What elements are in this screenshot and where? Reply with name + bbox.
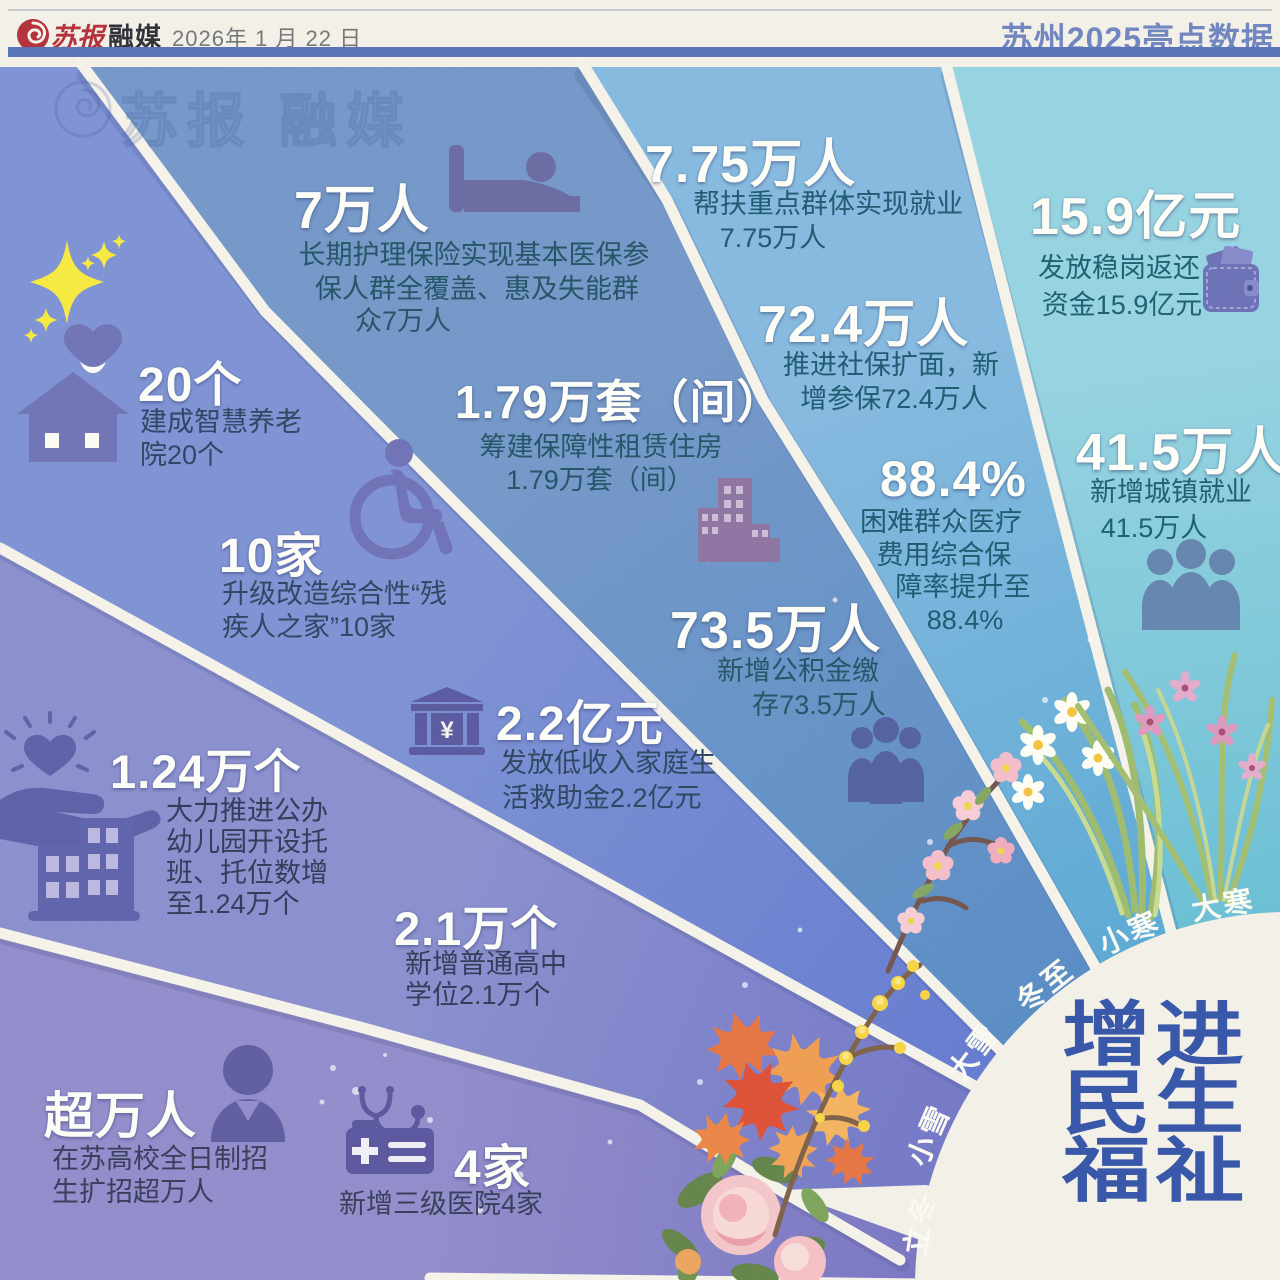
- stat-desc-line: 筹建保障性租赁住房: [479, 432, 723, 462]
- stat-desc-line: 新增城镇就业: [1090, 477, 1252, 507]
- stat-desc-line: 发放低收入家庭生: [500, 748, 716, 778]
- stat-desc-line: 活救助金2.2亿元: [502, 783, 702, 813]
- stat-desc-line: 升级改造综合性“残: [222, 579, 447, 609]
- stat-desc-line: 院20个: [140, 440, 225, 470]
- header-top-rule: [8, 9, 1272, 11]
- header-date: 2026年 1 月 22 日: [172, 26, 363, 51]
- stat-value-yanglao: 20个: [138, 359, 243, 412]
- stat-desc-line: 困难群众医疗: [860, 507, 1022, 537]
- stat-value-shebao: 72.4万人: [758, 296, 970, 354]
- stat-desc-line: 学位2.1万个: [405, 980, 551, 1010]
- stat-value-jiuzhujin: 2.2亿元: [496, 698, 664, 751]
- stat-value-zulin: 1.79万套（间）: [455, 376, 784, 428]
- stat-desc-line: 幼儿园开设托: [166, 827, 328, 857]
- stat-desc-line: 1.79万套（间）: [506, 465, 694, 495]
- stat-value-jiuye: 41.5万人: [1076, 424, 1280, 482]
- stat-value-gongjijin: 73.5万人: [670, 602, 882, 660]
- watermark-emblem-icon: [54, 80, 112, 138]
- stat-value-canjiren: 10家: [219, 530, 324, 583]
- stat-desc-line: 88.4%: [926, 605, 1004, 635]
- stat-desc-line: 在苏高校全日制招: [52, 1144, 268, 1174]
- newspaper-logo-icon: [17, 19, 49, 51]
- stat-desc-line: 帮扶重点群体实现就业: [693, 189, 963, 219]
- stat-desc-line: 生扩招超万人: [52, 1177, 214, 1207]
- stat-desc-line: 费用综合保: [876, 540, 1012, 570]
- stat-desc-line: 新增普通高中: [405, 949, 567, 979]
- stat-desc-line: 建成智慧养老: [140, 407, 302, 437]
- stat-value-yiyuan: 4家: [454, 1142, 531, 1195]
- stat-value-tuowei: 1.24万个: [110, 745, 302, 798]
- stat-desc-line: 推进社保扩面，新: [783, 350, 999, 380]
- stat-desc-line: 众7万人: [354, 306, 452, 336]
- stat-desc-line: 存73.5万人: [752, 690, 886, 720]
- stat-value-gaoxiao: 超万人: [44, 1088, 197, 1144]
- stat-desc-line: 41.5万人: [1100, 513, 1208, 543]
- header-band-rule: [8, 47, 1280, 57]
- watermark-text: 苏报 融媒: [119, 88, 414, 155]
- stat-desc-line: 至1.24万个: [166, 889, 300, 919]
- page-title-line: 福祉: [1062, 1133, 1248, 1211]
- stat-desc-line: 7.75万人: [719, 223, 827, 253]
- stat-desc-line: 保人群全覆盖、惠及失能群: [315, 274, 639, 304]
- stat-desc-line: 疾人之家”10家: [222, 612, 397, 642]
- stat-desc-line: 新增公积金缴: [717, 656, 879, 686]
- stat-desc-line: 大力推进公办: [166, 796, 328, 826]
- stat-desc-line: 增参保72.4万人: [800, 384, 988, 414]
- page-title: 增进 民生 福祉: [1062, 997, 1272, 1211]
- stat-desc-line: 班、托位数增: [166, 858, 328, 888]
- stat-value-gaozhong: 2.1万个: [394, 902, 559, 955]
- stat-desc-line: 障率提升至: [895, 572, 1031, 602]
- page-title-line: 增进: [1062, 997, 1248, 1075]
- stat-desc-line: 资金15.9亿元: [1041, 290, 1203, 320]
- stat-value-wengang: 15.9亿元: [1030, 188, 1242, 246]
- stat-value-yiliao: 88.4%: [880, 451, 1027, 507]
- stat-value-bangfu: 7.75万人: [645, 136, 857, 194]
- page-title-line: 民生: [1062, 1065, 1248, 1143]
- stat-desc-line: 长期护理保险实现基本医保参: [298, 240, 650, 270]
- stat-value-huli: 7万人: [294, 182, 430, 240]
- stat-desc-line: 新增三级医院4家: [339, 1189, 544, 1219]
- stat-desc-line: 发放稳岗返还: [1038, 253, 1200, 283]
